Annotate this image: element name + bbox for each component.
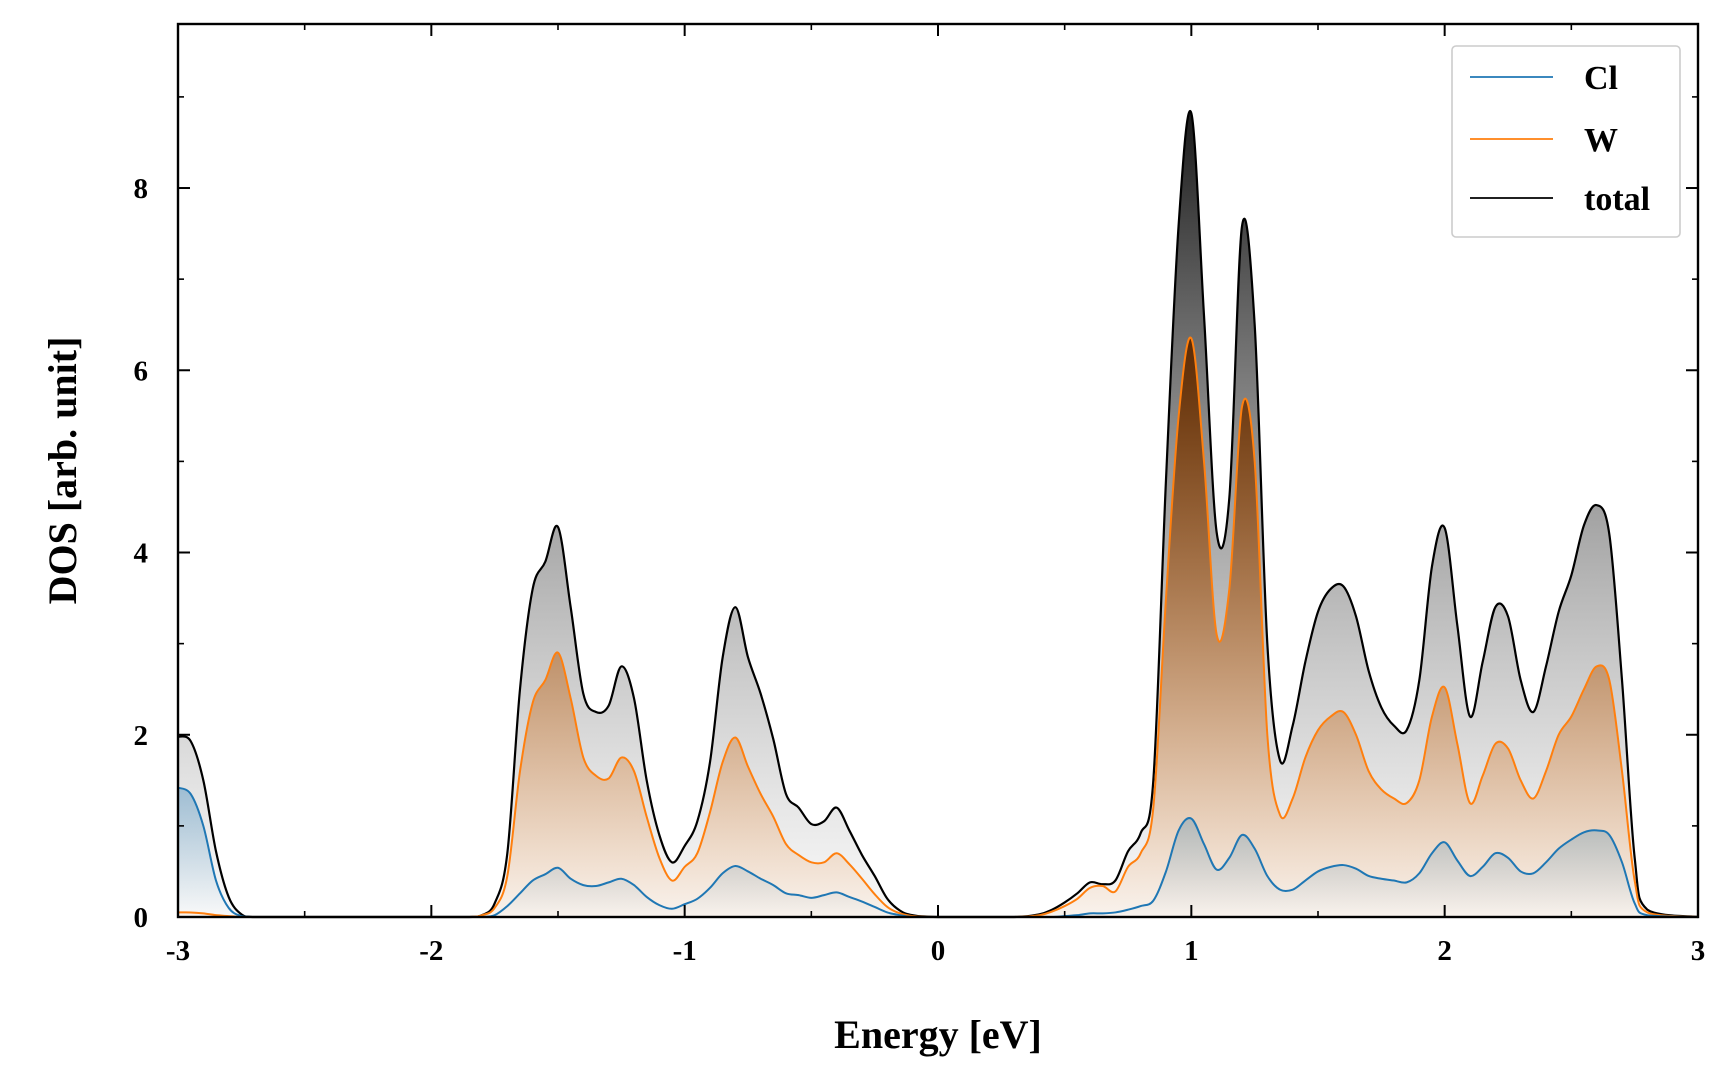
x-tick-label: 0	[931, 935, 946, 967]
series-line-total	[177, 110, 1699, 919]
area-fills	[178, 111, 1698, 918]
legend-label-cl: Cl	[1584, 60, 1618, 97]
x-tick-label: 2	[1437, 935, 1452, 967]
x-axis-title: Energy [eV]	[834, 1012, 1042, 1057]
area-w	[178, 337, 1698, 917]
y-axis-title: DOS [arb. unit]	[40, 337, 85, 605]
series-line-w	[177, 336, 1699, 919]
x-tick-label: 3	[1691, 935, 1706, 967]
x-tick-label: 1	[1184, 935, 1199, 967]
axis-ticks: -3 -2 -1 0 1 2 3 0 2 4 6 8	[134, 24, 1706, 967]
area-cl	[178, 787, 1698, 917]
y-tick-label: 2	[134, 720, 149, 752]
legend: Cl W total	[1451, 45, 1681, 238]
y-tick-label: 6	[134, 355, 149, 387]
y-tick-label: 0	[134, 902, 149, 934]
y-tick-label: 4	[134, 538, 149, 570]
y-tick-label: 8	[134, 173, 149, 205]
x-tick-label: -2	[419, 935, 443, 967]
x-tick-label: -3	[166, 935, 190, 967]
legend-box	[1451, 45, 1681, 238]
x-tick-label: -1	[673, 935, 697, 967]
legend-label-total: total	[1584, 181, 1650, 218]
legend-label-w: W	[1584, 122, 1618, 159]
